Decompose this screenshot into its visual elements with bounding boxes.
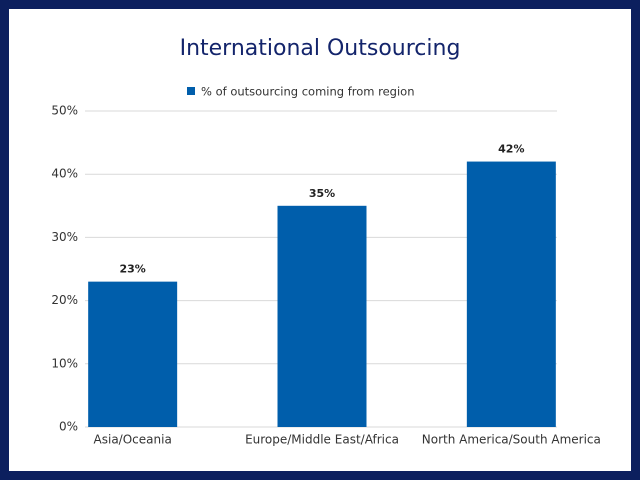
y-tick-label: 40% <box>51 167 78 181</box>
y-tick-label: 10% <box>51 356 78 370</box>
data-label: 35% <box>309 187 335 200</box>
y-tick-label: 50% <box>51 104 78 118</box>
bar <box>277 205 367 427</box>
y-tick-label: 0% <box>59 420 78 434</box>
x-tick-label: Asia/Oceania <box>94 433 172 447</box>
legend-label: % of outsourcing coming from region <box>201 85 415 99</box>
x-tick-label: Europe/Middle East/Africa <box>245 433 399 447</box>
x-tick-label: North America/South America <box>422 433 601 447</box>
chart-title: International Outsourcing <box>180 36 461 61</box>
legend-swatch <box>187 87 195 95</box>
bar <box>88 281 178 427</box>
data-label: 23% <box>119 263 145 276</box>
y-tick-label: 30% <box>51 230 78 244</box>
bar <box>466 161 556 427</box>
data-label: 42% <box>498 143 524 156</box>
y-tick-label: 20% <box>51 293 78 307</box>
